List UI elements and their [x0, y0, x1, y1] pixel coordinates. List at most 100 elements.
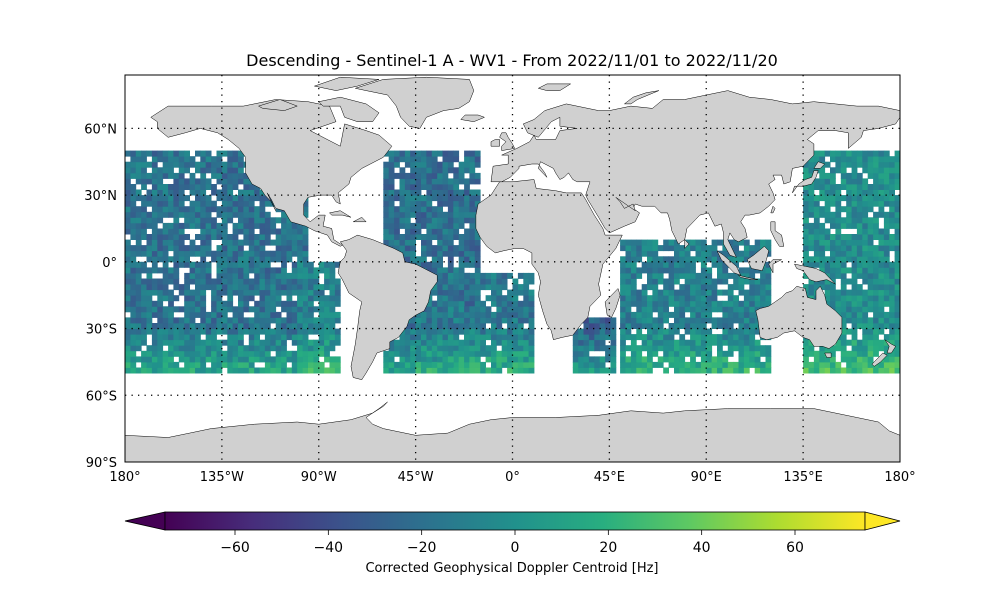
data-cell: [652, 334, 659, 341]
data-cell: [517, 311, 524, 318]
data-cell: [447, 317, 454, 324]
data-cell: [894, 300, 900, 307]
data-cell: [151, 356, 158, 363]
data-cell: [846, 306, 852, 313]
data-cell: [297, 295, 303, 302]
data-cell: [383, 167, 390, 174]
data-cell: [141, 361, 147, 368]
data-cell: [410, 317, 416, 324]
data-cell: [157, 306, 164, 313]
data-cell: [232, 289, 239, 296]
data-cell: [507, 311, 513, 318]
data-cell: [458, 328, 465, 335]
data-cell: [652, 289, 659, 296]
data-cell: [808, 256, 815, 263]
data-cell: [227, 161, 234, 168]
data-cell: [684, 272, 691, 279]
data-cell: [221, 239, 228, 246]
data-cell: [700, 350, 707, 357]
data-cell: [528, 295, 535, 302]
data-cell: [426, 267, 433, 274]
data-cell: [873, 156, 879, 163]
data-cell: [281, 278, 287, 285]
data-cell: [195, 217, 201, 224]
data-cell: [313, 317, 320, 324]
data-cell: [674, 272, 680, 279]
data-cell: [431, 217, 438, 224]
data-cell: [856, 367, 863, 374]
data-cell: [426, 245, 433, 252]
data-cell: [259, 339, 266, 346]
data-cell: [668, 239, 675, 246]
data-cell: [727, 306, 734, 313]
data-cell: [474, 239, 481, 246]
data-cell: [458, 195, 465, 202]
data-cell: [437, 295, 443, 302]
data-cell: [588, 328, 595, 335]
data-cell: [835, 367, 842, 374]
data-cell: [146, 284, 153, 291]
data-cell: [578, 339, 584, 346]
data-cell: [221, 150, 228, 157]
data-cell: [324, 300, 330, 307]
data-cell: [474, 323, 481, 329]
data-cell: [178, 228, 185, 235]
data-cell: [867, 256, 874, 263]
data-cell: [620, 339, 626, 346]
data-cell: [264, 317, 271, 324]
data-cell: [297, 267, 303, 274]
data-cell: [437, 278, 443, 285]
data-cell: [270, 267, 277, 274]
data-cell: [840, 150, 847, 157]
data-cell: [610, 350, 617, 357]
data-cell: [727, 289, 734, 296]
data-cell: [157, 206, 164, 213]
data-cell: [474, 367, 481, 374]
data-cell: [824, 278, 831, 285]
data-cell: [426, 184, 433, 190]
data-cell: [464, 339, 470, 346]
data-cell: [216, 156, 223, 163]
data-cell: [846, 256, 852, 263]
data-cell: [248, 217, 255, 224]
data-cell: [157, 345, 164, 352]
data-cell: [125, 245, 131, 252]
data-cell: [824, 261, 831, 268]
data-cell: [248, 250, 255, 257]
data-cell: [835, 234, 842, 240]
data-cell: [324, 328, 330, 335]
data-cell: [173, 234, 180, 240]
data-cell: [485, 334, 492, 341]
data-cell: [254, 272, 260, 279]
data-cell: [232, 323, 239, 329]
data-cell: [141, 200, 147, 207]
data-cell: [302, 311, 309, 318]
data-cell: [200, 228, 207, 235]
data-cell: [205, 334, 212, 341]
data-cell: [281, 339, 287, 346]
data-cell: [442, 284, 449, 291]
data-cell: [388, 200, 395, 207]
data-cell: [711, 323, 718, 329]
data-cell: [200, 367, 207, 374]
data-cell: [130, 189, 137, 196]
data-cell: [458, 206, 465, 213]
data-cell: [404, 361, 411, 368]
data-cell: [437, 345, 443, 352]
data-cell: [264, 200, 271, 207]
data-cell: [754, 245, 761, 252]
data-cell: [856, 356, 863, 363]
data-cell: [480, 361, 486, 368]
data-cell: [830, 350, 836, 357]
data-cell: [297, 234, 303, 240]
landmass-tasmania: [824, 352, 832, 358]
data-cell: [523, 345, 530, 352]
data-cell: [819, 167, 826, 174]
data-cell: [501, 356, 508, 363]
data-cell: [862, 222, 869, 229]
data-cell: [765, 278, 772, 285]
data-cell: [308, 300, 314, 307]
data-cell: [883, 272, 890, 279]
data-cell: [254, 206, 260, 213]
data-cell: [625, 267, 632, 274]
